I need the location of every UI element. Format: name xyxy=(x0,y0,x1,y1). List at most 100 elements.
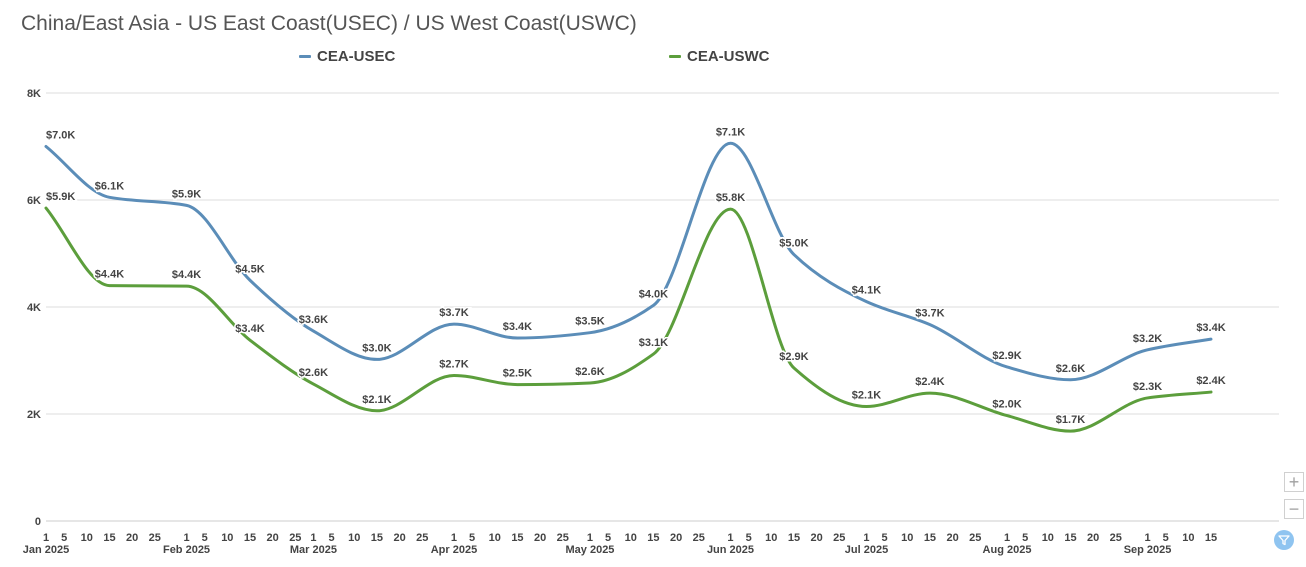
x-tick-label: 20 xyxy=(126,532,138,544)
data-label-cea-uswc: $4.4K xyxy=(172,269,201,281)
zoom-in-button[interactable]: + xyxy=(1284,472,1304,492)
x-tick-label: 15 xyxy=(788,532,800,544)
data-label-cea-usec: $7.0K xyxy=(46,130,75,142)
x-tick-label: 20 xyxy=(267,532,279,544)
data-point-cea-usec xyxy=(375,358,378,361)
x-month-label: Apr 2025 xyxy=(431,544,477,556)
legend-swatch-cea-usec xyxy=(299,55,311,58)
x-tick-label: 15 xyxy=(1205,532,1217,544)
data-label-cea-uswc: $3.4K xyxy=(235,323,264,335)
x-month-label: Jul 2025 xyxy=(845,544,888,556)
x-tick-label: 25 xyxy=(557,532,569,544)
data-label-cea-uswc: $2.1K xyxy=(852,390,881,402)
x-tick-label: 5 xyxy=(746,532,752,544)
y-tick-label: 4K xyxy=(27,302,41,314)
data-point-cea-uswc xyxy=(375,409,378,412)
data-label-cea-usec: $3.4K xyxy=(503,321,532,333)
x-tick-label: 25 xyxy=(833,532,845,544)
x-tick-label: 10 xyxy=(81,532,93,544)
x-tick-label: 20 xyxy=(534,532,546,544)
data-label-cea-usec: $3.6K xyxy=(299,314,328,326)
data-point-cea-uswc xyxy=(248,339,251,342)
data-point-cea-uswc xyxy=(45,207,48,210)
data-label-cea-uswc: $2.1K xyxy=(362,394,391,406)
x-tick-label: 1 xyxy=(727,532,733,544)
data-point-cea-uswc xyxy=(652,353,655,356)
legend-item-cea-usec[interactable]: CEA-USEC xyxy=(299,48,395,65)
data-label-cea-uswc: $2.4K xyxy=(1196,375,1225,387)
x-tick-label: 1 xyxy=(310,532,316,544)
data-point-cea-uswc xyxy=(865,405,868,408)
series-line-cea-usec xyxy=(44,141,1213,382)
series-line-cea-uswc xyxy=(44,206,1213,433)
legend-item-cea-uswc[interactable]: CEA-USWC xyxy=(669,48,770,65)
x-tick-label: 5 xyxy=(469,532,475,544)
data-label-cea-usec: $2.9K xyxy=(992,350,1021,362)
data-label-cea-usec: $4.5K xyxy=(235,263,264,275)
x-tick-label: 25 xyxy=(969,532,981,544)
data-label-cea-uswc: $2.7K xyxy=(439,358,468,370)
data-label-cea-usec: $3.5K xyxy=(575,316,604,328)
zoom-out-button[interactable]: − xyxy=(1284,499,1304,519)
x-month-label: Feb 2025 xyxy=(163,544,210,556)
x-tick-label: 25 xyxy=(1110,532,1122,544)
data-point-cea-uswc xyxy=(108,284,111,287)
data-label-cea-usec: $6.1K xyxy=(95,180,124,192)
data-point-cea-usec xyxy=(729,142,732,145)
data-label-cea-uswc: $1.7K xyxy=(1056,414,1085,426)
x-tick-label: 25 xyxy=(149,532,161,544)
x-month-label: Jan 2025 xyxy=(23,544,69,556)
x-tick-label: 20 xyxy=(946,532,958,544)
data-point-cea-uswc xyxy=(729,208,732,211)
x-tick-label: 10 xyxy=(221,532,233,544)
data-point-cea-usec xyxy=(248,279,251,282)
data-point-cea-uswc xyxy=(792,366,795,369)
x-tick-label: 15 xyxy=(244,532,256,544)
x-tick-label: 10 xyxy=(489,532,501,544)
x-tick-label: 20 xyxy=(670,532,682,544)
data-point-cea-uswc xyxy=(588,381,591,384)
x-tick-label: 20 xyxy=(1087,532,1099,544)
x-tick-label: 25 xyxy=(693,532,705,544)
data-point-cea-usec xyxy=(185,204,188,207)
data-point-cea-uswc xyxy=(185,285,188,288)
data-point-cea-uswc xyxy=(1146,396,1149,399)
x-tick-label: 25 xyxy=(416,532,428,544)
x-tick-label: 20 xyxy=(811,532,823,544)
data-point-cea-usec xyxy=(588,331,591,334)
data-point-cea-usec xyxy=(1210,338,1213,341)
x-tick-label: 15 xyxy=(371,532,383,544)
x-tick-label: 20 xyxy=(393,532,405,544)
data-point-cea-uswc xyxy=(1210,391,1213,394)
data-label-cea-usec: $3.7K xyxy=(439,307,468,319)
data-label-cea-usec: $4.1K xyxy=(852,285,881,297)
data-label-cea-uswc: $2.0K xyxy=(992,399,1021,411)
data-label-cea-uswc: $5.9K xyxy=(46,191,75,203)
data-point-cea-usec xyxy=(452,323,455,326)
x-tick-label: 1 xyxy=(183,532,189,544)
x-tick-label: 15 xyxy=(1064,532,1076,544)
data-label-cea-usec: $5.0K xyxy=(779,238,808,250)
x-tick-label: 15 xyxy=(103,532,115,544)
data-label-cea-usec: $3.2K xyxy=(1133,333,1162,345)
x-tick-label: 1 xyxy=(451,532,457,544)
legend-label-cea-uswc: CEA-USWC xyxy=(687,48,770,65)
data-point-cea-usec xyxy=(516,337,519,340)
x-tick-label: 15 xyxy=(511,532,523,544)
filter-button[interactable] xyxy=(1274,530,1294,550)
x-tick-label: 10 xyxy=(625,532,637,544)
data-point-cea-uswc xyxy=(452,374,455,377)
x-tick-label: 5 xyxy=(882,532,888,544)
data-point-cea-uswc xyxy=(516,383,519,386)
x-tick-label: 5 xyxy=(1163,532,1169,544)
x-tick-label: 1 xyxy=(1144,532,1150,544)
data-label-cea-usec: $3.7K xyxy=(915,308,944,320)
x-month-label: Sep 2025 xyxy=(1124,544,1172,556)
data-point-cea-uswc xyxy=(1069,430,1072,433)
y-tick-label: 6K xyxy=(27,195,41,207)
data-point-cea-usec xyxy=(1146,348,1149,351)
data-label-cea-uswc: $5.8K xyxy=(716,192,745,204)
data-point-cea-usec xyxy=(108,196,111,199)
data-label-cea-uswc: $2.6K xyxy=(299,367,328,379)
